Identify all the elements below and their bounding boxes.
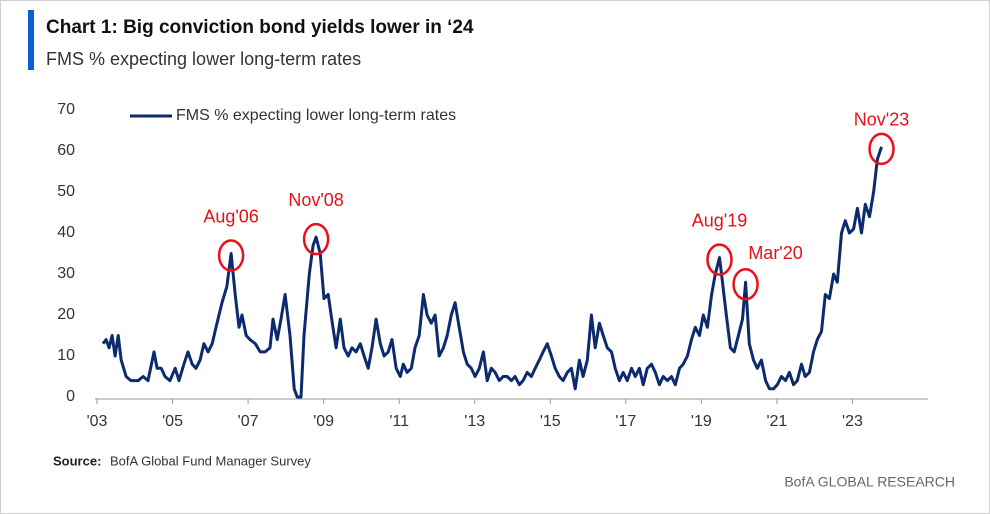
source-label: Source: <box>53 453 101 468</box>
x-tick-label: '17 <box>615 413 636 430</box>
annotation-label: Aug'19 <box>692 210 748 230</box>
annotation-label: Aug'06 <box>203 206 259 226</box>
y-tick-label: 70 <box>57 101 75 118</box>
chart-title: Chart 1: Big conviction bond yields lowe… <box>46 17 474 38</box>
chart-subtitle: FMS % expecting lower long-term rates <box>46 49 361 69</box>
footer: BofA GLOBAL RESEARCH <box>784 474 955 490</box>
x-tick-label: '03 <box>87 413 108 430</box>
y-tick-label: 40 <box>57 224 75 241</box>
source: BofA Global Fund Manager Survey <box>110 453 311 468</box>
x-tick-label: '09 <box>313 413 334 430</box>
x-tick-label: '23 <box>842 413 863 430</box>
annotation-circle <box>868 132 895 166</box>
x-tick-label: '21 <box>766 413 787 430</box>
y-tick-label: 20 <box>57 306 75 323</box>
y-tick-label: 10 <box>57 347 75 364</box>
title-accent <box>28 10 34 70</box>
x-tick-label: '07 <box>238 413 259 430</box>
annotation-label: Mar'20 <box>748 243 802 263</box>
x-tick-label: '05 <box>162 413 183 430</box>
x-tick-label: '13 <box>464 413 485 430</box>
x-tick-label: '11 <box>389 413 409 430</box>
series-line <box>101 146 883 399</box>
legend-label: FMS % expecting lower long-term rates <box>176 107 456 124</box>
annotation-label: Nov'23 <box>854 110 909 130</box>
y-tick-label: 50 <box>57 183 75 200</box>
y-tick-label: 60 <box>57 142 75 159</box>
x-tick-label: '19 <box>691 413 712 430</box>
y-tick-label: 30 <box>57 265 75 282</box>
annotation-circle <box>302 222 330 256</box>
y-tick-label: 0 <box>66 388 75 405</box>
annotation-circle <box>732 267 759 301</box>
x-tick-label: '15 <box>540 413 561 430</box>
annotation-circle <box>217 239 245 272</box>
annotation-circle <box>706 243 733 276</box>
annotation-label: Nov'08 <box>288 190 343 210</box>
